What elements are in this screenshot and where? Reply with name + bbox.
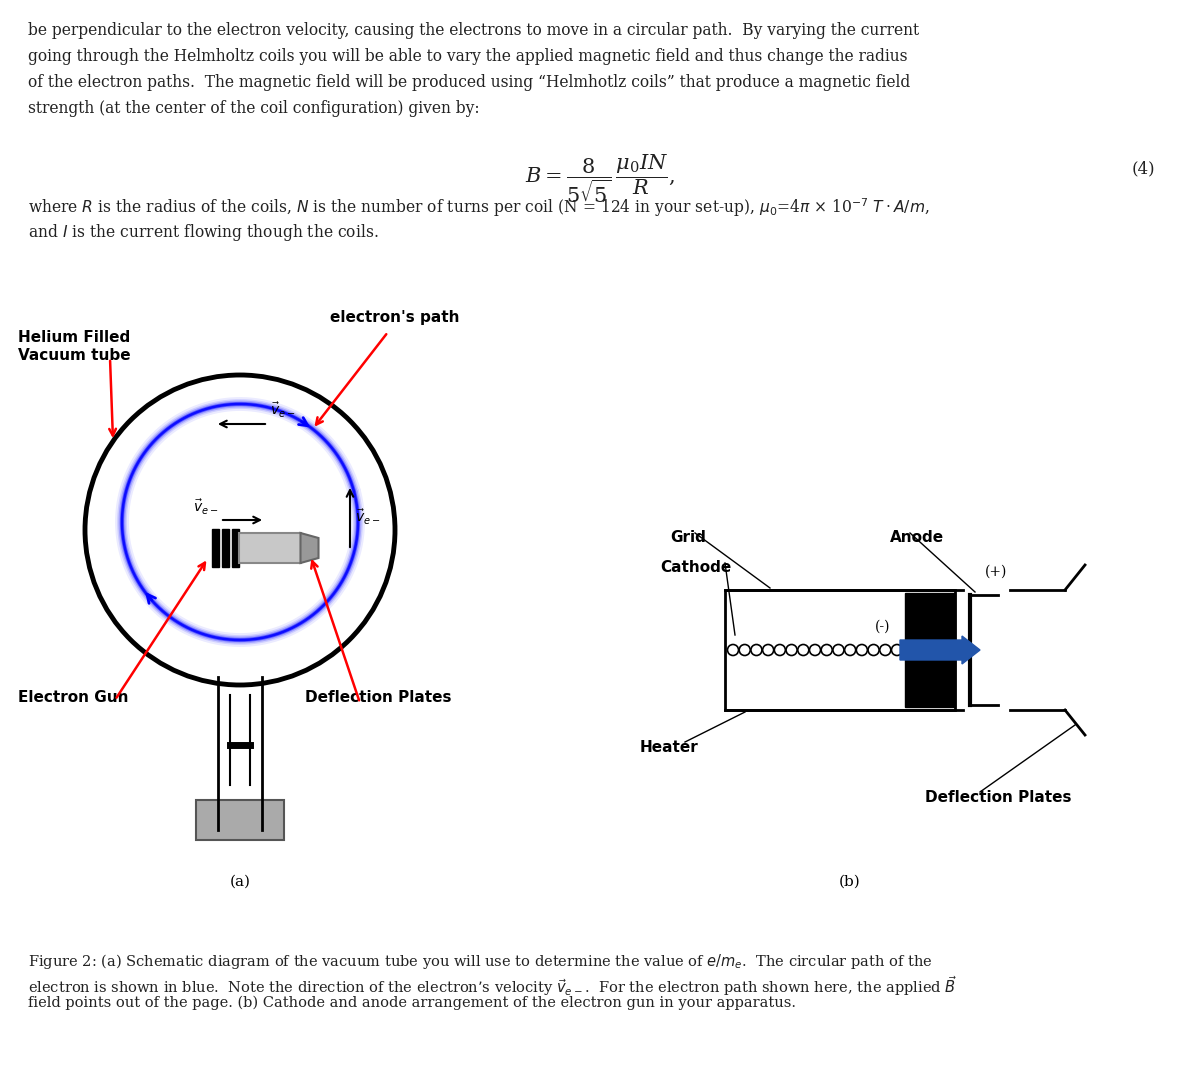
Circle shape — [880, 645, 890, 655]
Text: of the electron paths.  The magnetic field will be produced using “Helmhotlz coi: of the electron paths. The magnetic fiel… — [28, 74, 911, 91]
Circle shape — [739, 645, 750, 655]
Text: Helium Filled: Helium Filled — [18, 330, 131, 345]
Text: (a): (a) — [229, 875, 251, 889]
Text: (+): (+) — [985, 565, 1007, 579]
Bar — [232, 529, 239, 567]
Bar — [196, 800, 284, 840]
Text: Heater: Heater — [640, 740, 698, 755]
Circle shape — [786, 645, 797, 655]
Text: Deflection Plates: Deflection Plates — [305, 690, 451, 705]
Circle shape — [727, 645, 738, 655]
Text: be perpendicular to the electron velocity, causing the electrons to move in a ci: be perpendicular to the electron velocit… — [28, 22, 919, 39]
Text: (b): (b) — [839, 875, 860, 889]
Bar — [222, 529, 228, 567]
Text: Grid: Grid — [670, 530, 706, 545]
Circle shape — [892, 645, 902, 655]
Text: Cathode: Cathode — [660, 559, 731, 575]
Text: electron is shown in blue.  Note the direction of the electron’s velocity $\vec{: electron is shown in blue. Note the dire… — [28, 975, 956, 998]
Circle shape — [798, 645, 809, 655]
FancyArrow shape — [900, 636, 980, 664]
Text: $B = \dfrac{8}{5\sqrt{5}}\,\dfrac{\mu_0 I N}{R},$: $B = \dfrac{8}{5\sqrt{5}}\,\dfrac{\mu_0 … — [526, 152, 674, 205]
Text: Electron Gun: Electron Gun — [18, 690, 128, 705]
Bar — [725, 590, 955, 710]
Text: Figure 2: (a) Schematic diagram of the vacuum tube you will use to determine the: Figure 2: (a) Schematic diagram of the v… — [28, 952, 932, 971]
Bar — [905, 593, 955, 707]
Circle shape — [774, 645, 785, 655]
Circle shape — [751, 645, 762, 655]
Text: and $I$ is the current flowing though the coils.: and $I$ is the current flowing though th… — [28, 222, 379, 243]
Circle shape — [763, 645, 774, 655]
Text: $\vec{v}_{e-}$: $\vec{v}_{e-}$ — [355, 508, 380, 527]
Text: (4): (4) — [1132, 160, 1154, 177]
Text: going through the Helmholtz coils you will be able to vary the applied magnetic : going through the Helmholtz coils you wi… — [28, 49, 907, 65]
Bar — [239, 533, 300, 563]
Circle shape — [810, 645, 821, 655]
Text: Deflection Plates: Deflection Plates — [925, 790, 1072, 805]
Circle shape — [857, 645, 868, 655]
Text: where $R$ is the radius of the coils, $N$ is the number of turns per coil (N = 1: where $R$ is the radius of the coils, $N… — [28, 196, 930, 219]
Text: Anode: Anode — [890, 530, 944, 545]
Circle shape — [845, 645, 856, 655]
Bar — [211, 529, 218, 567]
Circle shape — [868, 645, 880, 655]
Text: (-): (-) — [875, 620, 890, 634]
Text: $\vec{v}_{e-}$: $\vec{v}_{e-}$ — [270, 401, 295, 420]
Text: $\vec{v}_{e-}$: $\vec{v}_{e-}$ — [193, 498, 218, 517]
Circle shape — [821, 645, 833, 655]
Text: field points out of the page. (b) Cathode and anode arrangement of the electron : field points out of the page. (b) Cathod… — [28, 996, 796, 1010]
Circle shape — [833, 645, 844, 655]
Polygon shape — [300, 533, 318, 563]
Text: strength (at the center of the coil configuration) given by:: strength (at the center of the coil conf… — [28, 100, 480, 118]
Text: Vacuum tube: Vacuum tube — [18, 348, 131, 363]
Text: electron's path: electron's path — [330, 310, 460, 324]
